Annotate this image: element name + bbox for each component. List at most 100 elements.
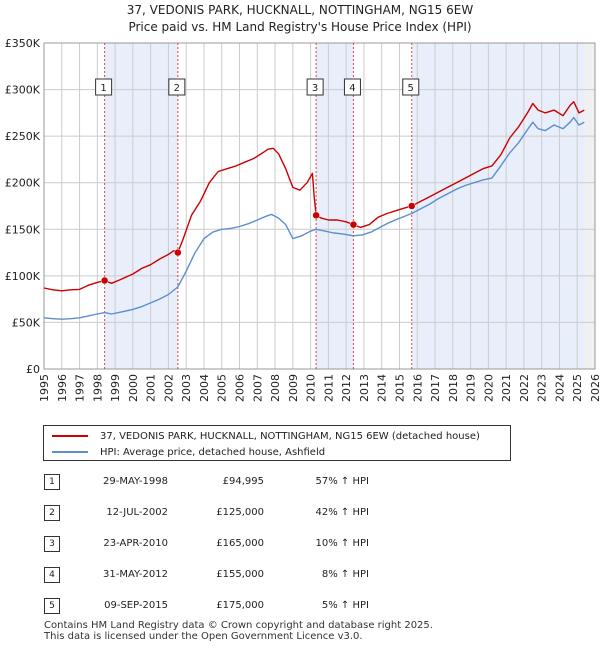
- x-tick-label: 2021: [500, 374, 513, 402]
- x-tick-label: 2002: [162, 374, 175, 402]
- sale-point: [312, 211, 320, 220]
- x-tick-label: 2011: [322, 374, 335, 402]
- plot-border: [43, 42, 596, 370]
- sale-number-badge: 5: [44, 598, 60, 614]
- sale-badge-label: 4: [349, 83, 355, 94]
- y-tick-label: £150K: [5, 223, 41, 236]
- shaded-span: [104, 43, 178, 369]
- x-tick-label: 1996: [56, 374, 69, 402]
- sale-point: [407, 202, 416, 210]
- sale-row: 2 12-JUL-2002 £125,000 42% ↑ HPI: [44, 505, 404, 521]
- sale-marker-badge: 2: [168, 78, 186, 96]
- price-chart: £0 £50K £100K £150K £200K £250K £300K £350K 1995…: [5, 37, 600, 402]
- sale-date: 09-SEP-2015: [104, 600, 168, 611]
- y-tick-label: £50K: [12, 316, 41, 329]
- sale-hpi-change: 8% ↑ HPI: [321, 569, 369, 580]
- y-tick-label: £350K: [5, 37, 41, 50]
- legend-item-property: 37, VEDONIS PARK, HUCKNALL, NOTTINGHAM, …: [52, 429, 480, 443]
- sale-badge-label: 1: [100, 83, 106, 94]
- x-tick-label: 2014: [376, 374, 389, 402]
- hpi-series-line: [43, 116, 585, 320]
- sale-badge-label: 2: [174, 83, 180, 94]
- sale-price: £175,000: [216, 600, 264, 611]
- y-tick-label: £0: [26, 363, 40, 376]
- attribution-line-2: This data is licensed under the Open Gov…: [44, 631, 363, 642]
- legend-item-hpi: HPI: Average price, detached house, Ashf…: [52, 445, 325, 459]
- sale-marker-badge: 3: [306, 78, 324, 96]
- chart-title-line-2: Price paid vs. HM Land Registry's House …: [128, 20, 472, 34]
- sale-number-badge: 3: [44, 536, 60, 552]
- x-tick-label: 2023: [536, 374, 549, 402]
- attribution-line-1: Contains HM Land Registry data © Crown c…: [44, 620, 433, 631]
- sale-number-badge: 1: [44, 474, 60, 490]
- sale-row: 5 09-SEP-2015 £175,000 5% ↑ HPI: [44, 598, 404, 614]
- x-tick-label: 2025: [571, 374, 584, 402]
- sale-date: 23-APR-2010: [103, 538, 168, 549]
- y-tick-label: £200K: [5, 177, 41, 190]
- sale-date: 31-MAY-2012: [102, 569, 168, 580]
- legend-label-hpi: HPI: Average price, detached house, Ashf…: [100, 446, 326, 458]
- x-tick-label: 2013: [358, 374, 371, 402]
- sale-hpi-change: 57% ↑ HPI: [315, 476, 369, 487]
- x-tick-label: 2003: [180, 374, 193, 402]
- y-tick-label: £300K: [5, 84, 41, 97]
- property-series-line: [43, 101, 585, 292]
- x-tick-label: 2012: [340, 374, 353, 402]
- x-tick-label: 1999: [109, 374, 122, 402]
- x-tick-label: 2000: [127, 374, 140, 402]
- sale-badge-box: [306, 78, 324, 96]
- x-tick-label: 2018: [447, 374, 460, 402]
- x-tick-label: 2001: [145, 374, 158, 402]
- x-tick-label: 2007: [251, 374, 264, 402]
- sale-row: 4 31-MAY-2012 £155,000 8% ↑ HPI: [44, 567, 404, 583]
- sale-badge-box: [168, 78, 186, 96]
- sale-price: £165,000: [216, 538, 264, 549]
- chart-legend: 37, VEDONIS PARK, HUCKNALL, NOTTINGHAM, …: [43, 425, 511, 461]
- x-tick-label: 2017: [429, 374, 442, 402]
- future-region: [584, 43, 595, 369]
- sale-number-badge: 2: [44, 505, 60, 521]
- x-tick-label: 2006: [234, 374, 247, 402]
- sale-point: [349, 220, 358, 229]
- sale-badge-label: 5: [408, 83, 414, 94]
- x-tick-label: 2010: [305, 374, 318, 402]
- sale-badge-box: [402, 78, 420, 96]
- x-tick-label: 2020: [482, 374, 495, 402]
- sale-point: [174, 248, 182, 257]
- x-tick-label: 1995: [38, 374, 51, 402]
- y-tick-label: £100K: [5, 270, 41, 283]
- legend-swatch-property: [52, 435, 88, 437]
- x-tick-label: 2024: [553, 374, 566, 402]
- sale-point: [100, 276, 109, 285]
- x-tick-label: 2015: [393, 374, 406, 402]
- chart-title-line-1: 37, VEDONIS PARK, HUCKNALL, NOTTINGHAM, …: [126, 3, 474, 17]
- x-tick-label: 1997: [74, 374, 87, 402]
- x-tick-label: 2016: [411, 374, 424, 402]
- x-tick-label: 2004: [198, 374, 211, 402]
- sale-marker-badge: 5: [402, 78, 420, 96]
- sale-hpi-change: 10% ↑ HPI: [315, 538, 369, 549]
- x-tick-label: 2026: [589, 374, 600, 402]
- x-tick-label: 2022: [518, 374, 531, 402]
- sale-marker-badge: 4: [343, 78, 361, 96]
- shaded-span: [411, 43, 585, 369]
- x-tick-label: 2005: [216, 374, 229, 402]
- sale-price: £155,000: [216, 569, 264, 580]
- sale-hpi-change: 5% ↑ HPI: [321, 600, 369, 611]
- shaded-span: [316, 43, 354, 369]
- sale-number-badge: 4: [44, 567, 60, 583]
- sale-date: 12-JUL-2002: [106, 507, 168, 518]
- x-tick-label: 1998: [91, 374, 104, 402]
- legend-swatch-hpi: [52, 451, 88, 453]
- sale-badge-box: [343, 78, 361, 96]
- data-attribution: Contains HM Land Registry data © Crown c…: [44, 620, 433, 642]
- sale-marker-badge: 1: [95, 78, 113, 96]
- x-tick-label: 2008: [269, 374, 282, 402]
- x-tick-label: 2019: [465, 374, 478, 402]
- sale-date: 29-MAY-1998: [102, 476, 168, 487]
- x-tick-label: 2009: [287, 374, 300, 402]
- sale-price: £94,995: [222, 476, 264, 487]
- sale-badge-label: 3: [312, 83, 318, 94]
- sale-row: 3 23-APR-2010 £165,000 10% ↑ HPI: [44, 536, 404, 552]
- sale-price: £125,000: [216, 507, 264, 518]
